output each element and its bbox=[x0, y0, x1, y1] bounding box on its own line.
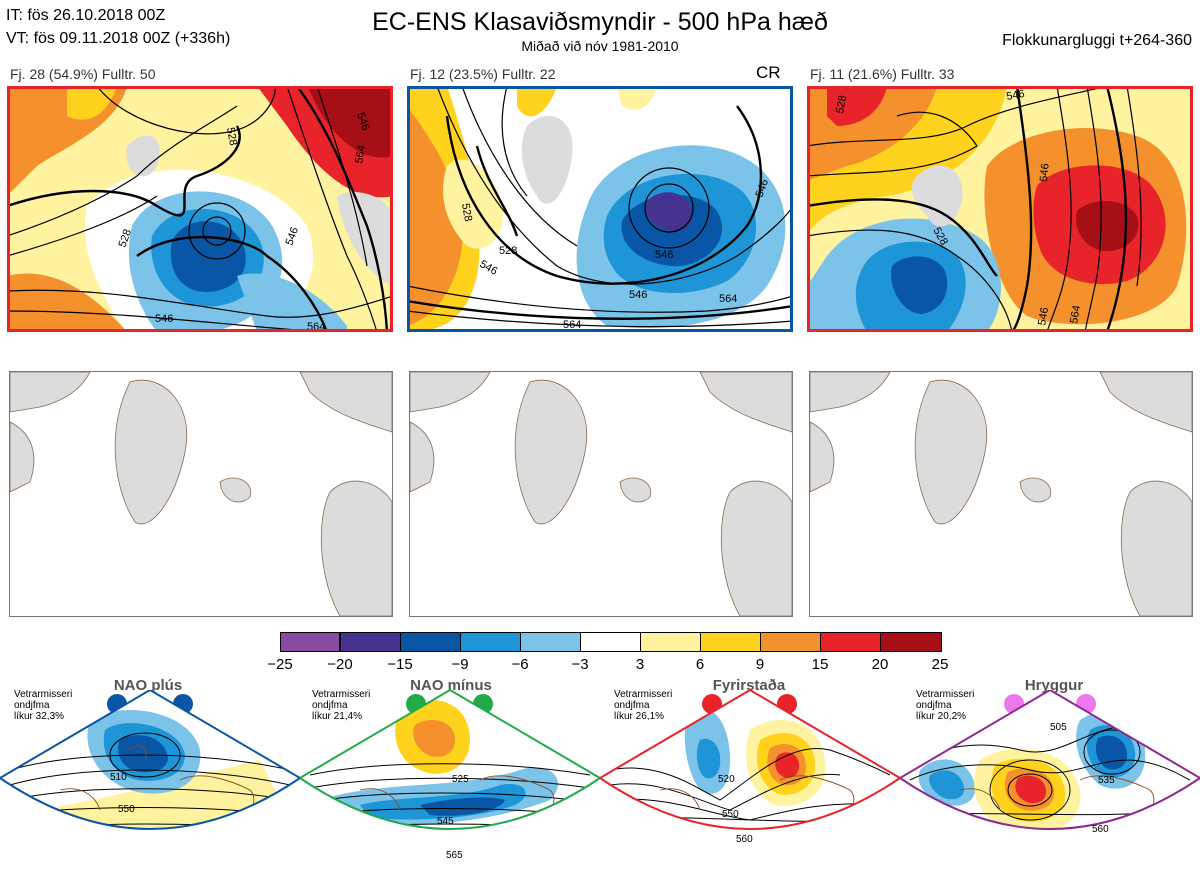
panel-2-contour-f: 564 bbox=[563, 319, 581, 331]
panel-2-contour-a: 528 bbox=[459, 202, 474, 222]
colorbar-tick: 6 bbox=[695, 656, 705, 673]
panel-2-label: Fj. 12 (23.5%) Fulltr. 22 bbox=[410, 66, 556, 82]
colorbar-swatch-11 bbox=[880, 632, 942, 652]
regime-4-contour-a: 505 bbox=[1050, 722, 1067, 733]
colorbar-tick: 20 bbox=[871, 656, 889, 673]
classification-window: Flokkunargluggi t+264-360 bbox=[1002, 32, 1192, 49]
cluster-map-3: 528 546 528 546 546 564 bbox=[807, 86, 1193, 332]
cluster-map-3-border bbox=[807, 86, 1193, 332]
page-title: EC-ENS Klasaviðsmyndir - 500 hPa hæð bbox=[372, 8, 828, 36]
panel-1-contour-b: 546 bbox=[155, 313, 173, 325]
panel-2-contour-d: 546 bbox=[629, 289, 647, 301]
regime-2-map: 525 545 565 bbox=[300, 690, 600, 861]
panel-1-label: Fj. 28 (54.9%) Fulltr. 50 bbox=[10, 66, 156, 82]
regime-2-title: NAO mínus bbox=[410, 677, 492, 694]
regime-1-note-line: líkur 32,3% bbox=[14, 711, 65, 722]
panel-1-contour-d: 546 bbox=[284, 226, 302, 247]
initial-time: IT: fös 26.10.2018 00Z bbox=[6, 7, 166, 24]
regime-4-contour-b: 535 bbox=[1098, 775, 1115, 786]
regime-3-map: 520 550 560 bbox=[600, 690, 900, 845]
colorbar-tick: −25 bbox=[267, 656, 293, 673]
panel-1-contour-a: 528 bbox=[117, 228, 135, 249]
regime-1-note-line: Vetrarmisseri bbox=[14, 689, 73, 700]
regime-4-title: Hryggur bbox=[1024, 677, 1084, 694]
regime-3-title: Fyrirstaða bbox=[712, 677, 786, 694]
panel-3-contour-b: 546 bbox=[1005, 88, 1025, 103]
colorbar-tick: 9 bbox=[755, 656, 765, 673]
valid-time: VT: fös 09.11.2018 00Z (+336h) bbox=[6, 30, 231, 47]
regime-4-note: Vetrarmisseri ondjfma líkur 20,2% bbox=[916, 689, 974, 722]
cluster-map-1-border bbox=[7, 86, 393, 332]
colorbar-swatch-9 bbox=[760, 632, 821, 652]
regime-2-note-line: líkur 21,4% bbox=[312, 711, 363, 722]
panel-1-contour-c: 564 bbox=[307, 321, 325, 332]
base-map-3 bbox=[809, 371, 1193, 617]
panel-3-contour-d: 546 bbox=[1038, 163, 1052, 182]
panel-2-contour-h: 546 bbox=[754, 178, 772, 199]
panel-2-tag: CR bbox=[756, 63, 781, 82]
cluster-map-2-border bbox=[407, 86, 793, 332]
panel-3-contour-e: 546 bbox=[1036, 306, 1051, 326]
regime-3-note-line: Vetrarmisseri bbox=[614, 689, 673, 700]
colorbar-swatch-8 bbox=[700, 632, 761, 652]
regime-4-note-line: líkur 20,2% bbox=[916, 711, 967, 722]
panel-1-contour-g: 564 bbox=[353, 144, 368, 164]
colorbar-swatch-2 bbox=[340, 632, 401, 652]
regime-4-map: 505 535 560 bbox=[900, 690, 1200, 835]
colorbar bbox=[280, 632, 942, 652]
regime-1-map: 510 550 bbox=[0, 690, 300, 830]
colorbar-tick: 25 bbox=[931, 656, 949, 673]
page-subtitle: Miðað við nóv 1981-2010 bbox=[521, 38, 679, 54]
colorbar-tick: −9 bbox=[451, 656, 469, 673]
regime-4-contour-c: 560 bbox=[1092, 824, 1109, 835]
colorbar-swatch-6 bbox=[580, 632, 641, 652]
regime-3-contour-c: 560 bbox=[736, 834, 753, 845]
panel-2-contour-c: 528 bbox=[499, 245, 517, 257]
regime-2-note-line: Vetrarmisseri bbox=[312, 689, 371, 700]
regime-3-note: Vetrarmisseri ondjfma líkur 26,1% bbox=[614, 689, 672, 722]
colorbar-tick: −3 bbox=[571, 656, 589, 673]
regime-4-note-line: ondjfma bbox=[916, 700, 952, 711]
colorbar-tick: −15 bbox=[387, 656, 413, 673]
panel-3-contour-a: 528 bbox=[834, 94, 849, 114]
colorbar-tick: −20 bbox=[327, 656, 353, 673]
colorbar-swatch-4 bbox=[460, 632, 521, 652]
regime-1-title: NAO plús bbox=[113, 677, 183, 694]
colorbar-swatch-3 bbox=[400, 632, 461, 652]
regime-2-contour-c: 565 bbox=[446, 850, 463, 861]
regime-3-note-line: ondjfma bbox=[614, 700, 650, 711]
cluster-map-2: 528 546 528 546 564 564 546 546 bbox=[407, 86, 793, 332]
colorbar-swatch-1 bbox=[280, 632, 340, 652]
base-map-2 bbox=[409, 371, 793, 617]
regime-1-contour-a: 510 bbox=[110, 772, 127, 783]
regime-2-contour-b: 545 bbox=[437, 816, 454, 827]
regime-2-note-line: ondjfma bbox=[312, 700, 348, 711]
colorbar-swatch-10 bbox=[820, 632, 881, 652]
panel-1-contour-f: 546 bbox=[354, 111, 372, 132]
regime-2-note: Vetrarmisseri ondjfma líkur 21,4% bbox=[312, 689, 370, 722]
panel-2-contour-e: 564 bbox=[719, 293, 737, 305]
colorbar-tick: 15 bbox=[811, 656, 829, 673]
panel-3-label: Fj. 11 (21.6%) Fulltr. 33 bbox=[810, 66, 955, 82]
regime-3-contour-a: 520 bbox=[718, 774, 735, 785]
panel-1-contour-e: 528 bbox=[224, 126, 239, 146]
regime-3-note-line: líkur 26,1% bbox=[614, 711, 665, 722]
panel-2-contour-g: 546 bbox=[655, 249, 673, 261]
regime-3-contour-b: 550 bbox=[722, 809, 739, 820]
colorbar-tick: 3 bbox=[635, 656, 645, 673]
colorbar-swatch-5 bbox=[520, 632, 581, 652]
base-map-1 bbox=[9, 371, 393, 617]
regime-1-note: Vetrarmisseri ondjfma líkur 32,3% bbox=[14, 689, 72, 722]
regime-2-contour-a: 525 bbox=[452, 774, 469, 785]
cluster-map-1: 528 546 564 546 528 546 564 bbox=[7, 86, 393, 332]
panel-3-contour-f: 564 bbox=[1068, 304, 1083, 324]
regime-1-note-line: ondjfma bbox=[14, 700, 50, 711]
regime-4-note-line: Vetrarmisseri bbox=[916, 689, 975, 700]
regime-1-contour-b: 550 bbox=[118, 804, 135, 815]
colorbar-tick: −6 bbox=[511, 656, 529, 673]
colorbar-swatch-7 bbox=[640, 632, 701, 652]
